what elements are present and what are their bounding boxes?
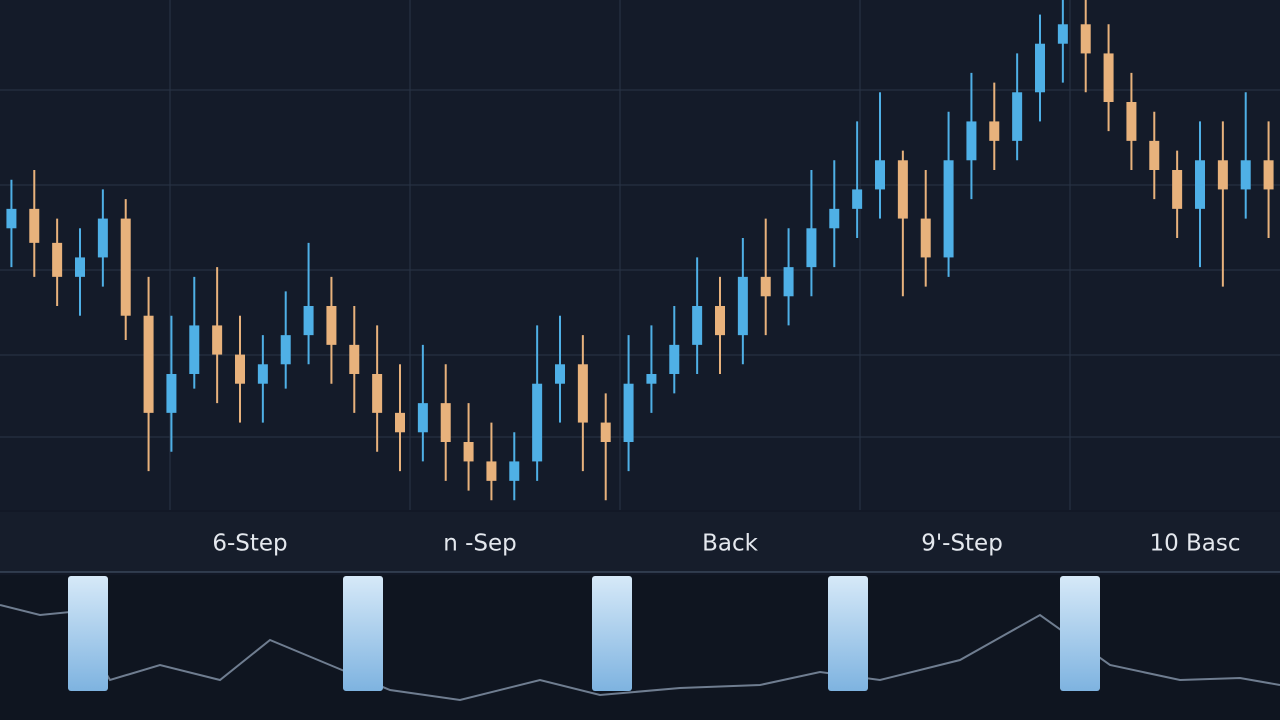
handle[interactable] <box>68 576 108 691</box>
candle-body <box>875 160 885 190</box>
candle-body <box>1263 160 1274 190</box>
candle-body <box>532 383 543 462</box>
candle-body <box>349 344 360 374</box>
tab[interactable]: n -Sep <box>443 531 517 557</box>
candle-body <box>1103 53 1114 102</box>
candle-body <box>280 335 291 365</box>
candle-body <box>509 461 520 481</box>
handles <box>68 576 1100 691</box>
candle-body <box>646 374 657 384</box>
candle-body <box>577 364 588 423</box>
candle-body <box>143 315 154 413</box>
candle-body <box>760 276 771 297</box>
candle-body <box>1126 102 1137 141</box>
candle-body <box>1149 140 1160 170</box>
candle-body <box>463 442 474 462</box>
candle-body <box>737 276 748 336</box>
candle-body <box>372 374 383 413</box>
candle-body <box>920 218 931 258</box>
candle-body <box>966 121 977 161</box>
handle[interactable] <box>592 576 632 691</box>
candle-body <box>1057 24 1068 44</box>
candle-body <box>303 306 314 336</box>
candle-body <box>395 412 405 433</box>
candle-body <box>1240 160 1251 190</box>
candle-body <box>29 208 40 243</box>
candle-body <box>715 306 725 336</box>
candle-body <box>852 189 863 209</box>
candle-body <box>1217 160 1228 190</box>
candle-body <box>257 364 268 384</box>
tab[interactable]: 6-Step <box>212 531 287 557</box>
candle-body <box>189 325 200 374</box>
tab[interactable]: Back <box>702 531 759 557</box>
candle-body <box>943 160 954 258</box>
candle-body <box>417 403 428 433</box>
candle-body <box>440 403 451 442</box>
tab[interactable]: 9'-Step <box>921 531 1003 557</box>
candle-body <box>97 218 108 258</box>
candle-body <box>829 208 840 229</box>
candle-body <box>897 160 908 219</box>
candle-body <box>1080 24 1091 54</box>
candle-body <box>1172 170 1183 209</box>
candle-body <box>669 344 680 374</box>
candle-body <box>212 325 223 355</box>
grid <box>0 0 1280 510</box>
candle-body <box>623 383 634 442</box>
handle[interactable] <box>828 576 868 691</box>
candle-body <box>692 306 703 345</box>
candle-body <box>326 306 337 345</box>
candle-body <box>989 121 1000 141</box>
candle-body <box>783 267 794 297</box>
tab-bar <box>0 512 1280 572</box>
candle-body <box>235 354 245 384</box>
candle-body <box>1012 92 1023 141</box>
candle-body <box>1035 43 1045 93</box>
candle-body <box>52 242 63 277</box>
handle[interactable] <box>1060 576 1100 691</box>
candle-body <box>120 218 131 316</box>
chart-area <box>0 0 1280 510</box>
handle[interactable] <box>343 576 383 691</box>
candle-body <box>600 422 611 442</box>
candle-body <box>75 257 85 277</box>
candle-body <box>1195 160 1205 209</box>
candle-body <box>555 364 565 384</box>
candle-body <box>6 208 17 229</box>
candle-body <box>806 228 817 268</box>
candle-body <box>166 374 177 413</box>
tab[interactable]: 10 Basc <box>1149 531 1240 557</box>
candle-body <box>486 461 497 481</box>
